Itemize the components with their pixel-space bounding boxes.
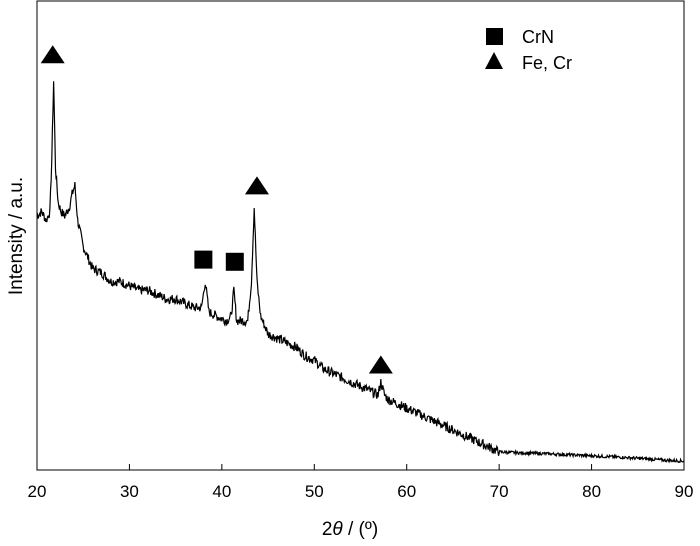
crn-square-marker: [194, 250, 213, 269]
legend-label-fe-cr: Fe, Cr: [522, 53, 572, 73]
x-axis-label-theta: θ: [332, 519, 343, 540]
x-tick-label: 60: [397, 482, 416, 501]
x-tick-label: 20: [28, 482, 47, 501]
x-tick-label: 30: [120, 482, 139, 501]
fe-cr-triangle-marker: [368, 355, 393, 374]
legend-label-crn: CrN: [522, 27, 554, 47]
crn-square-marker: [225, 252, 244, 271]
x-tick-label: 40: [212, 482, 231, 501]
plot-frame: [36, 0, 685, 471]
x-tick-label: 50: [305, 482, 324, 501]
fe-cr-triangle-marker: [244, 176, 269, 195]
x-axis-label: 2θ / (º): [322, 519, 378, 540]
x-axis-tick-labels: 20 30 40 50 60 70 80 90: [28, 482, 694, 501]
x-tick-label: 90: [675, 482, 694, 501]
peak-markers: [40, 45, 393, 374]
legend-square-icon: [486, 28, 503, 45]
y-axis-label: Intensity / a.u.: [6, 177, 27, 295]
xrd-pattern-line: [36, 81, 685, 464]
legend-triangle-icon: [485, 52, 503, 69]
x-axis-label-suffix: / (º): [343, 519, 378, 540]
x-tick-label: 80: [582, 482, 601, 501]
x-tick-label: 70: [490, 482, 509, 501]
plot-area: 20 30 40 50 60 70 80 90: [28, 0, 694, 501]
x-axis-label-prefix: 2: [322, 519, 333, 540]
legend: CrN Fe, Cr: [485, 27, 572, 73]
fe-cr-triangle-marker: [40, 45, 65, 64]
x-axis-ticks: [36, 464, 685, 470]
